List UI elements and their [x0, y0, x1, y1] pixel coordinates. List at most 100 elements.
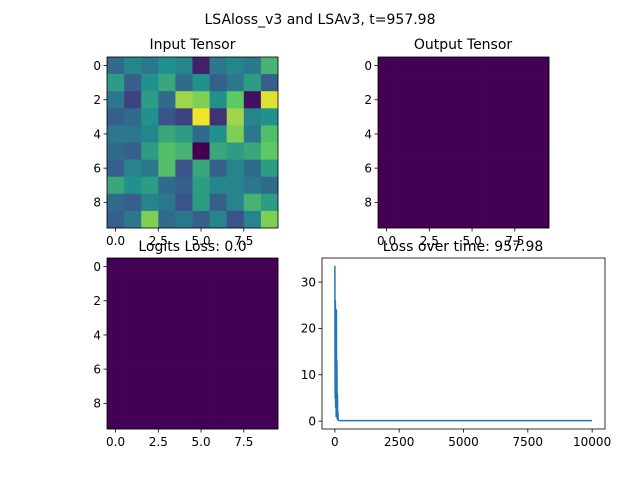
heatmap-cell	[192, 142, 210, 160]
heatmap-cell	[192, 125, 210, 143]
heatmap-cell	[378, 142, 396, 160]
heatmap-cell	[175, 142, 193, 160]
heatmap-cell	[209, 57, 227, 75]
heatmap-cell	[175, 74, 193, 92]
heatmap-cell	[124, 210, 142, 229]
heatmap-cell	[497, 210, 516, 229]
heatmap-cell	[107, 142, 125, 160]
heatmap-cell	[124, 159, 142, 177]
heatmap-cell	[514, 74, 533, 92]
heatmap-cell	[107, 275, 125, 293]
heatmap-cell	[260, 343, 279, 361]
heatmap-cell	[226, 176, 245, 195]
loss-line-plot	[322, 258, 605, 429]
heatmap-cell	[141, 91, 159, 109]
heatmap-cell	[412, 57, 430, 75]
heatmap-cell	[209, 91, 227, 109]
heatmap-cell	[158, 210, 176, 229]
heatmap-cell	[463, 193, 481, 212]
heatmap-cell	[141, 142, 159, 160]
heatmap-cell	[395, 210, 413, 229]
heatmap-cell	[192, 193, 210, 212]
heatmap-cell	[412, 210, 430, 229]
heatmap-cell	[480, 193, 498, 212]
heatmap-cell	[124, 57, 142, 75]
heatmap-cell	[158, 91, 176, 109]
heatmap-cell	[243, 394, 262, 413]
y-tick-label: 8	[93, 196, 101, 210]
heatmap-cell	[243, 292, 262, 310]
heatmap-cell	[463, 108, 481, 126]
heatmap-cell	[531, 210, 550, 229]
heatmap-cell	[175, 125, 193, 143]
heatmap-cell	[192, 275, 210, 293]
heatmap-cell	[107, 411, 125, 430]
heatmap-cell	[429, 193, 447, 212]
heatmap-cell	[192, 343, 210, 361]
heatmap-cell	[497, 57, 516, 75]
heatmap-cell	[192, 210, 210, 229]
y-tick-label: 0	[364, 59, 372, 73]
heatmap-cell	[531, 57, 550, 75]
heatmap-cell	[446, 91, 464, 109]
heatmap-cell	[446, 108, 464, 126]
heatmap-cell	[243, 275, 262, 293]
x-tick-label: 7.5	[234, 435, 253, 449]
heatmap-cell	[480, 108, 498, 126]
heatmap-cell	[226, 142, 245, 160]
x-tick-label: 2.5	[420, 234, 439, 248]
heatmap-cell	[209, 343, 227, 361]
heatmap-cell	[395, 74, 413, 92]
heatmap-cell	[209, 210, 227, 229]
heatmap-cell	[192, 309, 210, 327]
heatmap-cell	[378, 159, 396, 177]
heatmap-cell	[412, 125, 430, 143]
heatmap-cell	[480, 142, 498, 160]
heatmap-cell	[141, 176, 159, 195]
heatmap-cell	[158, 159, 176, 177]
figure-title: LSAloss_v3 and LSAv3, t=957.98	[205, 12, 436, 28]
input-tensor-title: Input Tensor	[150, 37, 236, 53]
output-tensor-panel: Output Tensor 0 2 4 6 8 0.0 2.5 5.0 7.5	[364, 37, 550, 248]
heatmap-cell	[243, 159, 262, 177]
heatmap-cell	[378, 57, 396, 75]
loss-over-time-title: Loss over time: 957.98	[383, 239, 544, 255]
heatmap-cell	[446, 57, 464, 75]
heatmap-cell	[124, 176, 142, 195]
heatmap-cell	[192, 360, 210, 378]
heatmap-cell	[446, 193, 464, 212]
plot-area	[322, 258, 605, 429]
heatmap-cell	[209, 275, 227, 293]
input-tensor-axes: 0 2 4 6 8 0.0 2.5 5.0 7.5	[93, 56, 279, 248]
x-tick-label: 5000	[448, 435, 479, 449]
heatmap-cell	[209, 292, 227, 310]
heatmap-cell	[260, 258, 279, 276]
x-tick-label: 5.0	[192, 435, 211, 449]
output-tensor-title: Output Tensor	[414, 37, 513, 53]
heatmap-cell	[463, 142, 481, 160]
heatmap-cell	[124, 292, 142, 310]
heatmap-cell	[260, 125, 279, 143]
heatmap-cell	[107, 258, 125, 276]
heatmap-cell	[107, 125, 125, 143]
heatmap-cell	[141, 57, 159, 75]
x-tick-label: 0.0	[106, 435, 125, 449]
y-tick-label: 2	[93, 294, 101, 308]
heatmap-cell	[497, 142, 516, 160]
heatmap-cell	[209, 326, 227, 344]
heatmap-cell	[141, 360, 159, 378]
heatmap-cell	[429, 176, 447, 195]
y-tick-label: 0	[308, 414, 316, 428]
heatmap-cell	[243, 309, 262, 327]
heatmap-cell	[226, 309, 245, 327]
heatmap-cell	[412, 176, 430, 195]
heatmap-cell	[480, 57, 498, 75]
heatmap-cell	[158, 343, 176, 361]
heatmap-cell	[531, 193, 550, 212]
heatmap-cell	[175, 343, 193, 361]
heatmap-cell	[395, 108, 413, 126]
heatmap-cell	[141, 326, 159, 344]
heatmap-cell	[531, 159, 550, 177]
heatmap-cell	[192, 326, 210, 344]
heatmap-cell	[378, 125, 396, 143]
